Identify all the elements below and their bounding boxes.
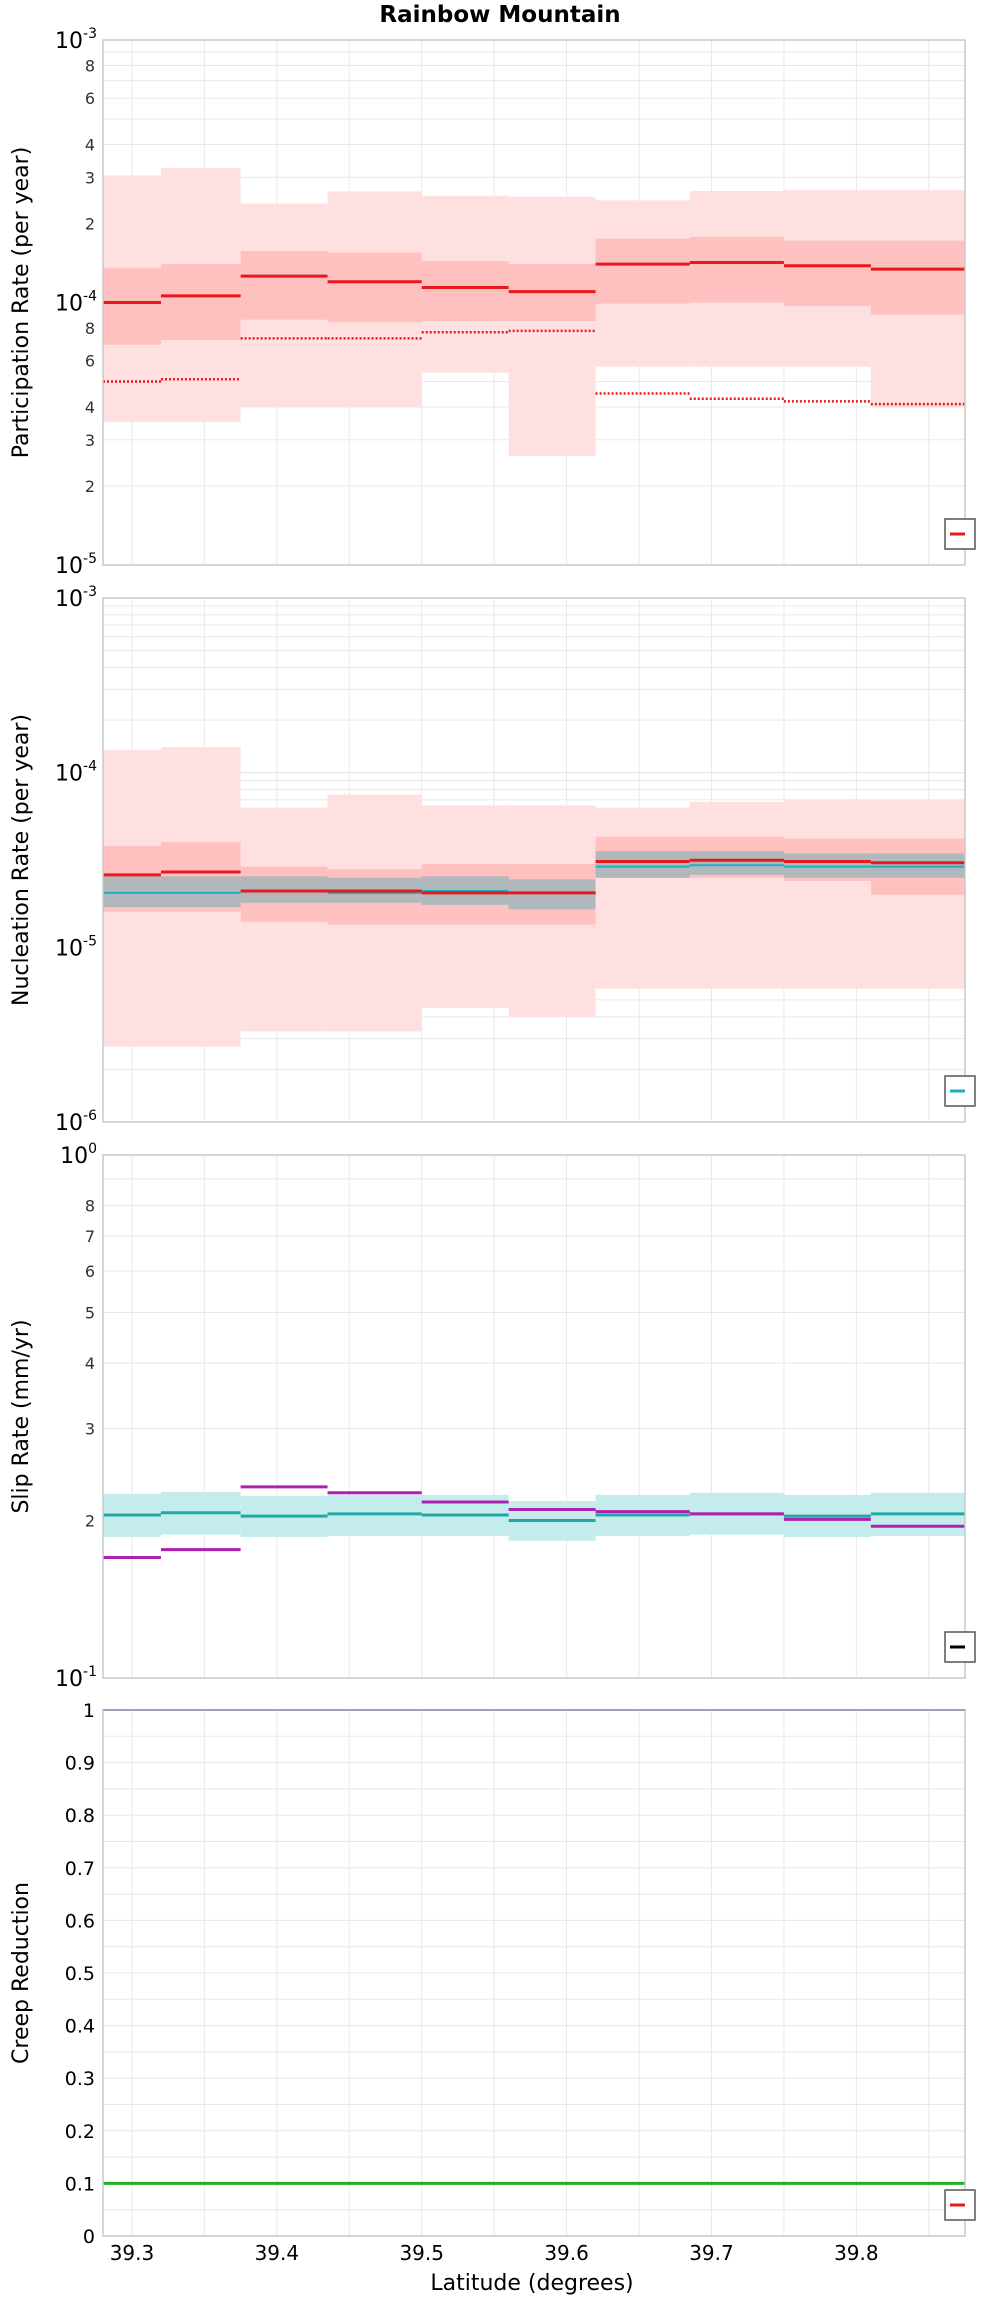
y-tick-label: 6 [85,1262,95,1281]
y-tick-label: 0.7 [65,1858,95,1880]
y-tick-label: 10-3 [55,584,97,612]
y-tick-label: 7 [85,1227,95,1246]
legend-box [944,1075,976,1107]
panel-frame [102,39,966,566]
y-tick-label: 2 [85,477,95,496]
panel-frame [102,1709,966,2237]
legend-box [944,1631,976,1663]
panel-frame [102,1154,966,1679]
legend-box [944,2189,976,2221]
participation-band-inner [870,240,965,315]
participation-band-inner [160,264,241,340]
y-tick-label: 4 [85,1354,95,1373]
y-tick-label: 4 [85,398,95,417]
y-tick-label: 10-5 [55,551,97,579]
nucleation-gray-band [103,876,161,908]
y-tick-label: 6 [85,89,95,108]
y-tick-label: 2 [85,214,95,233]
legend-box [944,518,976,550]
nucleation-gray-band [689,851,784,875]
panel-1: 10-3 8 6 4 3 2 10-4 8 6 4 3 2 10-5 Participation Rate… [9,26,976,579]
chart-title: Rainbow Mountain [379,2,620,28]
participation-band-inner [783,240,871,306]
y-tick-label: 10-4 [55,759,97,787]
panel-4: 1 0.9 0.8 0.7 0.6 0.5 0.4 0.3 0.2 0.1 0 Creep Reduc… [9,1700,976,2248]
y-tick-label: 10-4 [55,289,97,317]
chart-panels: 10-3 8 6 4 3 2 10-4 8 6 4 3 2 10-5 Participation Rate… [9,26,976,2265]
nucleation-band-outer [595,807,690,989]
y-tick-label: 8 [85,56,95,75]
panel-frame [102,597,966,1123]
y-tick-label: 3 [85,1419,95,1438]
x-axis-label: Latitude (degrees) [430,2271,633,2296]
panel-2: 10-3 10-4 10-5 10-6 Nucleation Rate (per yea… [9,584,976,1136]
participation-band-inner [327,252,422,323]
y-tick-label: 10-3 [55,26,97,54]
y-tick-label: 6 [85,352,95,371]
y-tick-label: 0.2 [65,2121,95,2143]
y-tick-label: 4 [85,135,95,154]
participation-band-inner [689,236,784,303]
participation-band-inner [595,238,690,304]
y-tick-label: 0.8 [65,1805,95,1827]
participation-band-inner [240,251,328,320]
nucleation-gray-band [160,876,241,908]
panel-3: 100 8 7 6 5 4 3 2 10-1 Slip Rate (mm/yr) [9,1141,976,1692]
participation-band-outer [508,196,596,457]
y-tick-label: 10-6 [55,1108,97,1136]
y-tick-label: 3 [85,168,95,187]
x-tick-label: 39.4 [255,2241,300,2265]
y-tick-label: 100 [60,1141,97,1169]
y-tick-label: 1 [83,1700,95,1722]
nucleation-band-outer [783,799,871,989]
participation-band-inner [103,268,161,345]
y-tick-label: 2 [85,1512,95,1531]
y-axis-label: Nucleation Rate (per year) [9,714,34,1006]
x-tick-label: 39.8 [834,2241,879,2265]
y-axis-label: Slip Rate (mm/yr) [9,1319,34,1513]
y-tick-label: 0.5 [65,1963,95,1985]
y-tick-label: 8 [85,319,95,338]
x-axis-ticks: 39.3 39.4 39.5 39.6 39.7 39.8 [110,2241,879,2265]
x-tick-label: 39.7 [689,2241,734,2265]
y-axis-label: Creep Reduction [9,1882,34,2064]
nucleation-band-outer [689,801,784,989]
y-tick-label: 10-1 [55,1664,97,1692]
y-tick-label: 0.3 [65,2068,95,2090]
y-tick-label: 0.1 [65,2173,95,2195]
participation-band-inner [421,260,509,322]
y-tick-label: 10-5 [55,933,97,961]
nucleation-gray-band [595,851,690,878]
y-axis-label: Participation Rate (per year) [9,147,34,459]
x-tick-label: 39.5 [399,2241,444,2265]
y-tick-label: 3 [85,431,95,450]
y-tick-label: 5 [85,1303,95,1322]
y-tick-label: 0.6 [65,1910,95,1932]
x-tick-label: 39.6 [544,2241,589,2265]
y-tick-label: 0.4 [65,2016,95,2038]
x-tick-label: 39.3 [110,2241,155,2265]
nucleation-gray-band [240,876,328,903]
y-tick-label: 8 [85,1197,95,1216]
y-tick-label: 0.9 [65,1753,95,1775]
y-tick-label: 0 [83,2226,95,2248]
